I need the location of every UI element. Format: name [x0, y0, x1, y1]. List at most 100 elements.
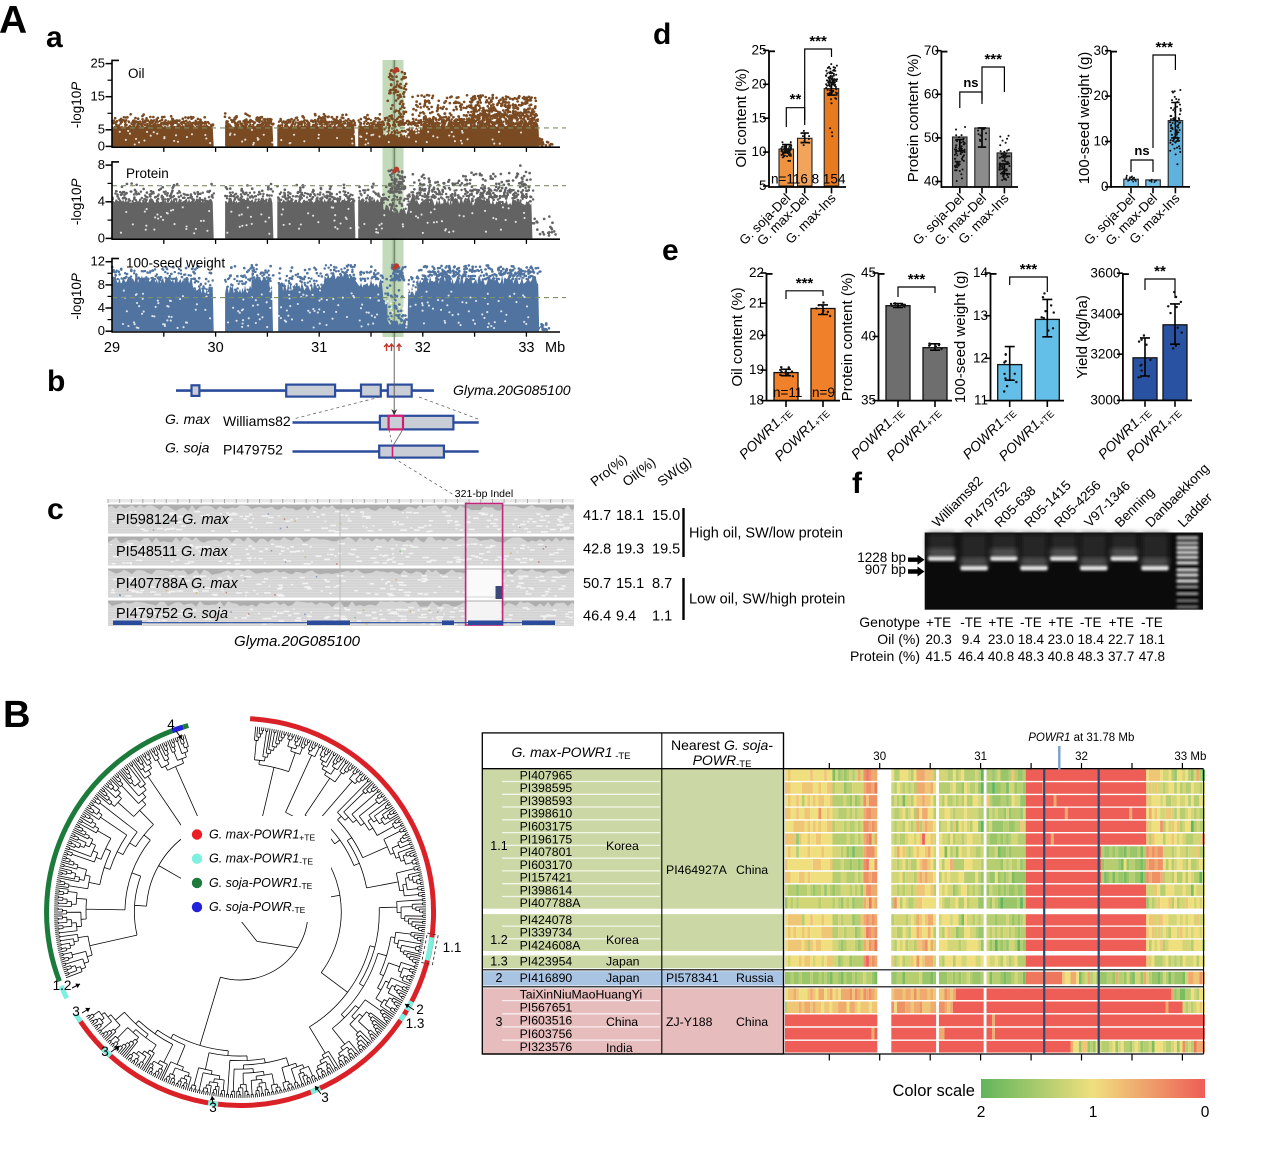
svg-text:PI424608A: PI424608A [520, 939, 582, 953]
svg-text:2: 2 [416, 1002, 424, 1017]
svg-text:1.1: 1.1 [443, 940, 462, 955]
svg-text:3200: 3200 [1090, 346, 1120, 361]
svg-text:Japan: Japan [606, 971, 640, 985]
svg-text:11: 11 [974, 393, 988, 408]
svg-text:POWR1+TE: POWR1+TE [771, 404, 833, 466]
svg-text:***: *** [1020, 261, 1038, 278]
svg-text:-TE: -TE [1141, 615, 1163, 630]
svg-text:-TE: -TE [960, 615, 982, 630]
svg-text:18.4: 18.4 [1018, 632, 1045, 647]
svg-text:***: *** [796, 275, 814, 292]
svg-text:PI479752: PI479752 [223, 442, 283, 458]
svg-text:PI603516: PI603516 [520, 1014, 573, 1028]
svg-text:PI548511 G. max: PI548511 G. max [116, 544, 229, 560]
svg-text:PI407965: PI407965 [520, 768, 573, 782]
svg-text:4: 4 [98, 300, 105, 315]
svg-text:PI416890: PI416890 [520, 971, 573, 985]
svg-text:42.8: 42.8 [583, 542, 611, 558]
svg-text:Protein (%): Protein (%) [850, 648, 920, 664]
svg-text:***: *** [809, 33, 827, 50]
svg-text:3: 3 [72, 1004, 80, 1019]
svg-text:1: 1 [1089, 1104, 1098, 1121]
svg-text:18.1: 18.1 [1139, 632, 1165, 647]
svg-text:19: 19 [749, 362, 764, 377]
svg-text:Color scale: Color scale [892, 1082, 975, 1100]
svg-text:High oil, SW/low protein: High oil, SW/low protein [689, 526, 843, 542]
svg-text:PI157421: PI157421 [520, 871, 573, 885]
svg-text:ZJ-Y188: ZJ-Y188 [666, 1015, 713, 1029]
svg-text:907 bp: 907 bp [865, 562, 906, 577]
svg-text:15: 15 [91, 89, 105, 104]
svg-text:***: *** [908, 271, 926, 288]
svg-text:-log10P: -log10P [69, 273, 84, 320]
svg-text:5: 5 [98, 122, 105, 137]
svg-text:60: 60 [924, 86, 939, 101]
svg-text:23.0: 23.0 [1048, 632, 1074, 647]
svg-text:G. soja-POWR1-TE: G. soja-POWR1-TE [209, 876, 313, 891]
svg-text:China: China [606, 1015, 638, 1029]
svg-text:21: 21 [749, 295, 764, 310]
svg-text:32: 32 [415, 340, 431, 356]
svg-text:20: 20 [1093, 88, 1108, 103]
svg-text:PI407788A G. max: PI407788A G. max [116, 576, 238, 592]
svg-text:PI407801: PI407801 [520, 845, 573, 859]
svg-text:PI407788A: PI407788A [520, 896, 582, 910]
svg-text:Korea: Korea [606, 839, 639, 853]
svg-text:Genotype: Genotype [859, 614, 920, 630]
svg-text:25: 25 [91, 56, 105, 71]
svg-text:46.4: 46.4 [583, 609, 611, 625]
svg-text:Williams82: Williams82 [223, 413, 291, 429]
svg-text:PI398593: PI398593 [520, 794, 573, 808]
svg-text:n=11: n=11 [773, 385, 802, 400]
svg-text:18: 18 [749, 393, 764, 408]
svg-text:n=116 8 154: n=116 8 154 [771, 172, 846, 187]
svg-text:50: 50 [924, 130, 939, 145]
svg-text:PI578341: PI578341 [666, 971, 719, 985]
svg-text:0: 0 [98, 323, 105, 338]
svg-text:PI567651: PI567651 [520, 1001, 573, 1015]
svg-text:19.5: 19.5 [652, 542, 680, 558]
svg-text:PI398595: PI398595 [520, 781, 573, 795]
svg-text:13: 13 [973, 308, 988, 323]
svg-text:1.3: 1.3 [490, 954, 507, 968]
svg-text:3: 3 [209, 1100, 217, 1115]
svg-text:G. max-POWR1-TE: G. max-POWR1-TE [209, 852, 313, 867]
svg-text:40: 40 [861, 329, 876, 344]
svg-text:1.2: 1.2 [53, 978, 72, 993]
svg-text:22.7: 22.7 [1108, 632, 1134, 647]
svg-text:-TE: -TE [1080, 615, 1102, 630]
svg-text:70: 70 [924, 43, 939, 58]
svg-text:100-seed weight (g): 100-seed weight (g) [1076, 52, 1093, 185]
svg-text:PI423954: PI423954 [520, 954, 573, 968]
svg-text:47.8: 47.8 [1139, 649, 1165, 664]
svg-text:25: 25 [751, 42, 766, 57]
svg-text:19.3: 19.3 [616, 542, 644, 558]
svg-text:ns: ns [963, 75, 978, 90]
svg-text:37.7: 37.7 [1108, 649, 1134, 664]
svg-text:***: *** [984, 51, 1002, 68]
svg-text:Protein: Protein [126, 166, 169, 181]
svg-text:TaiXinNiuMaoHuangYi: TaiXinNiuMaoHuangYi [520, 987, 643, 1001]
svg-text:33 Mb: 33 Mb [1174, 751, 1206, 763]
svg-text:321-bp Indel: 321-bp Indel [455, 488, 513, 500]
svg-text:31: 31 [974, 751, 987, 763]
svg-text:POWR1 at 31.78 Mb: POWR1 at 31.78 Mb [1028, 732, 1134, 744]
svg-text:30: 30 [1093, 43, 1108, 58]
svg-text:***: *** [1155, 39, 1173, 56]
svg-text:23.0: 23.0 [988, 632, 1014, 647]
svg-text:1.3: 1.3 [406, 1016, 425, 1031]
svg-text:0: 0 [98, 230, 105, 245]
svg-text:PI398614: PI398614 [520, 883, 573, 897]
svg-text:3: 3 [496, 1015, 503, 1029]
svg-text:SW(g): SW(g) [655, 454, 694, 489]
svg-text:PI196175: PI196175 [520, 832, 573, 846]
svg-text:ns: ns [1134, 143, 1149, 158]
svg-text:9.4: 9.4 [616, 609, 636, 625]
svg-text:G. max: G. max [165, 411, 211, 427]
svg-text:Low oil, SW/high protein: Low oil, SW/high protein [689, 592, 845, 608]
svg-text:Oil: Oil [128, 66, 145, 81]
svg-text:41.7: 41.7 [583, 508, 611, 524]
svg-text:PI398610: PI398610 [520, 807, 573, 821]
svg-text:China: China [736, 1015, 768, 1029]
svg-text:15.0: 15.0 [652, 508, 680, 524]
